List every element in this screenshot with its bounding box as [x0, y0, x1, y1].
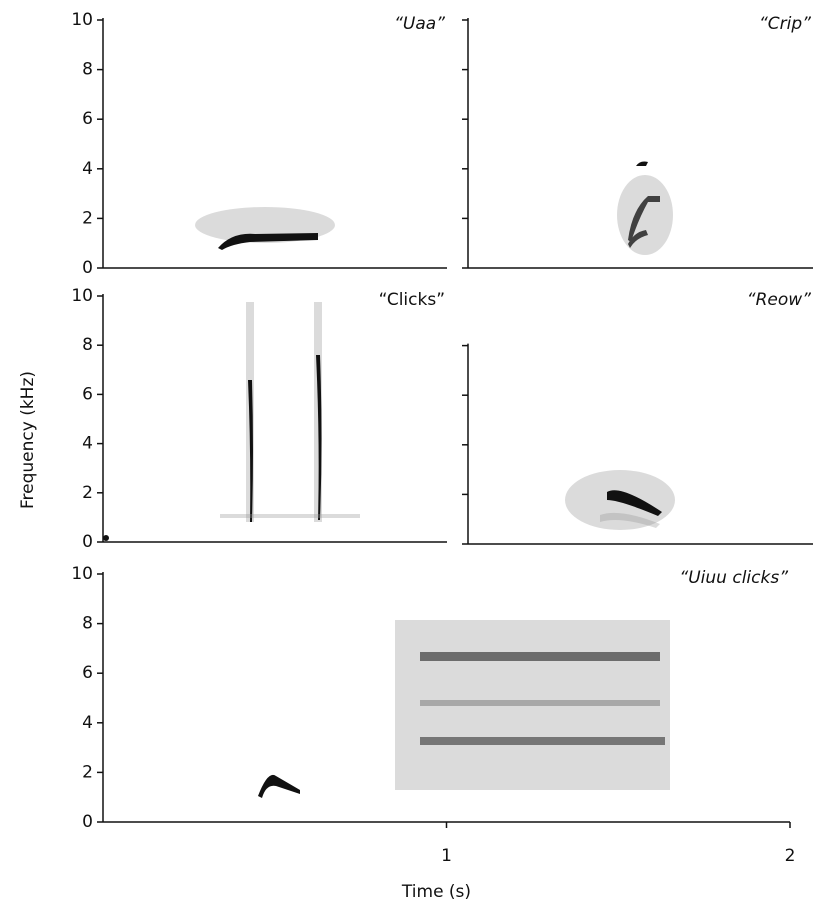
panel-title: “Crip”: [759, 14, 811, 34]
panel-title: “Uiuu clicks”: [679, 568, 788, 588]
y-tick-label: 2: [82, 762, 93, 782]
y-tick-label: 10: [71, 10, 93, 30]
y-tick-label: 0: [82, 812, 93, 832]
y-tick-label: 0: [82, 258, 93, 278]
y-tick-label: 2: [82, 208, 93, 228]
trace: [220, 514, 360, 518]
panel-title: “Clicks”: [379, 290, 445, 310]
y-tick-label: 10: [71, 286, 93, 306]
trace: [636, 161, 648, 166]
x-tick-label: 2: [785, 846, 796, 866]
trace: [600, 512, 660, 528]
trace: [607, 490, 662, 516]
y-tick-label: 8: [82, 614, 93, 634]
trace: [314, 302, 322, 522]
x-axis-label: Time (s): [401, 882, 471, 902]
trace: [628, 196, 660, 242]
trace: [248, 380, 253, 522]
trace: [218, 233, 318, 250]
y-tick-label: 10: [71, 564, 93, 584]
y-tick-label: 6: [82, 663, 93, 683]
panel-title: “Reow”: [747, 290, 811, 310]
trace: [628, 230, 648, 248]
y-tick-label: 4: [82, 713, 93, 733]
y-tick-label: 6: [82, 384, 93, 404]
trace: [395, 620, 670, 790]
y-tick-label: 0: [82, 532, 93, 552]
y-axis-label: Frequency (kHz): [18, 371, 38, 509]
y-tick-label: 6: [82, 109, 93, 129]
y-tick-label: 8: [82, 60, 93, 80]
trace: [316, 355, 322, 520]
y-tick-label: 4: [82, 159, 93, 179]
trace: [617, 175, 673, 255]
trace: [103, 535, 109, 541]
panel-title: “Uaa”: [394, 14, 445, 34]
y-tick-label: 8: [82, 335, 93, 355]
trace: [420, 652, 660, 661]
trace: [420, 737, 665, 745]
y-tick-label: 2: [82, 483, 93, 503]
trace: [258, 774, 300, 798]
trace: [420, 700, 660, 706]
spectrogram-traces: [103, 161, 675, 798]
x-tick-label: 1: [441, 846, 452, 866]
y-tick-label: 4: [82, 434, 93, 454]
